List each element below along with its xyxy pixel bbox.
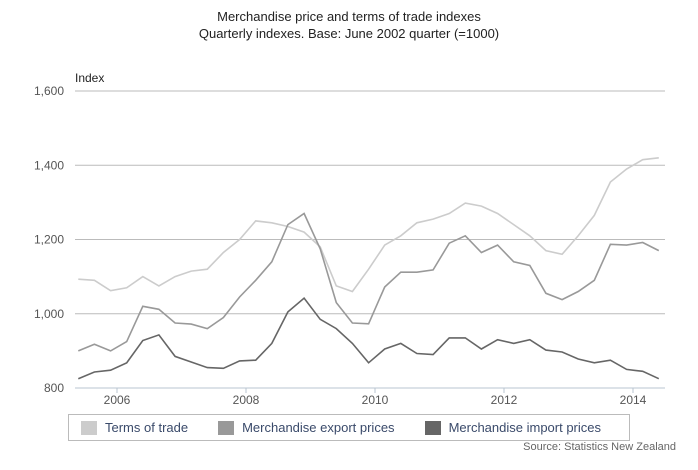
y-axis-label: Index <box>75 71 104 85</box>
chart-subtitle: Quarterly indexes. Base: June 2002 quart… <box>198 26 500 41</box>
legend-label: Merchandise export prices <box>242 420 395 435</box>
series-line-terms-of-trade <box>78 157 659 293</box>
x-tick-label: 2006 <box>104 393 131 407</box>
x-tick-label: 2010 <box>362 393 389 407</box>
x-tick-label: 2014 <box>620 393 647 407</box>
y-tick-label: 1,400 <box>34 158 64 172</box>
legend-swatch <box>81 420 97 435</box>
legend-item: Merchandise import prices <box>424 420 602 435</box>
source-note: Source: Statistics New Zealand <box>523 441 676 453</box>
x-tick-label: 2008 <box>233 393 260 407</box>
x-tick-label: 2012 <box>491 393 518 407</box>
series-line-merchandise-export-prices <box>77 212 660 352</box>
legend-label: Terms of trade <box>105 420 189 435</box>
legend-item: Terms of trade <box>81 420 188 435</box>
y-tick-label: 1,600 <box>34 84 64 98</box>
y-tick-label: 800 <box>44 381 64 395</box>
y-tick-label: 1,000 <box>34 307 64 321</box>
legend-swatch <box>218 420 235 435</box>
legend-item: Merchandise export prices <box>218 420 395 435</box>
y-tick-label: 1,200 <box>34 233 64 247</box>
legend-swatch <box>424 420 441 435</box>
series-line-merchandise-import-prices <box>77 297 660 380</box>
legend-label: Merchandise import prices <box>448 420 602 435</box>
chart-title-block: Merchandise price and terms of trade ind… <box>0 8 698 42</box>
chart-title: Merchandise price and terms of trade ind… <box>217 9 481 24</box>
plot-area: Index 1,600 1,400 1,200 1,000 800 2006 2008 2010… <box>34 71 665 407</box>
legend: Terms of trade Merchandise export prices M… <box>68 414 630 441</box>
